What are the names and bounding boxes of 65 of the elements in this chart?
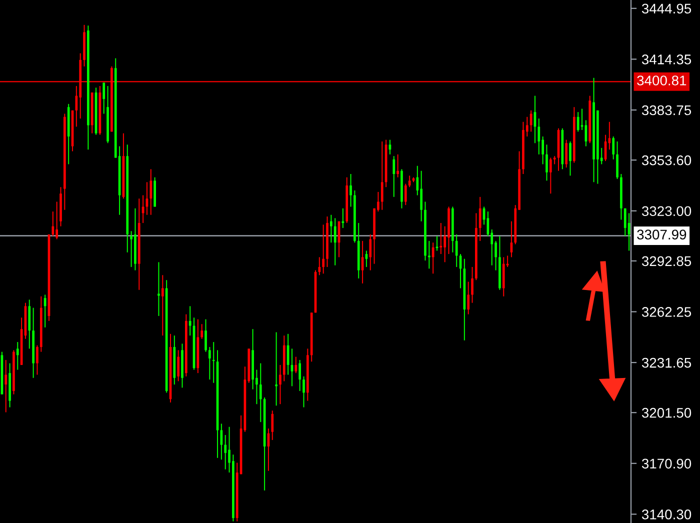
ref-line-label: 3400.81 <box>637 76 686 86</box>
candlestick <box>177 350 180 382</box>
candlestick <box>224 434 227 470</box>
candlestick <box>318 256 321 276</box>
y-tick-label: 3292.85 <box>642 256 692 266</box>
candlestick <box>471 266 474 304</box>
candlestick <box>428 240 430 270</box>
y-tick-label: 3444.95 <box>642 4 692 14</box>
candlestick <box>330 214 332 244</box>
candlestick <box>271 410 274 440</box>
candlestick <box>4 359 8 413</box>
candlestick <box>369 234 372 271</box>
candlestick <box>616 140 618 180</box>
y-tick-label: 3231.65 <box>642 358 692 368</box>
candlestick <box>392 156 396 198</box>
candlestick <box>102 82 106 114</box>
y-tick-label: 3170.90 <box>642 458 692 469</box>
candlestick <box>569 140 572 176</box>
candlestick <box>298 359 301 392</box>
candlestick <box>36 344 38 376</box>
candlestick <box>440 222 442 255</box>
candlestick <box>212 342 215 384</box>
candlestick <box>549 157 552 194</box>
candlestick <box>380 140 384 210</box>
y-tick-label: 3140.30 <box>642 510 692 520</box>
candlestick <box>396 154 399 178</box>
candlestick <box>52 211 54 237</box>
y-tick-label: 3414.35 <box>642 54 692 64</box>
candlestick <box>565 139 568 168</box>
candlestick <box>188 306 192 336</box>
y-tick-label: 3383.75 <box>642 105 692 116</box>
candlestick <box>322 224 325 274</box>
candlestick <box>200 324 204 340</box>
y-tick-label: 3353.60 <box>642 155 692 166</box>
candlestick <box>404 183 407 206</box>
candlestick <box>538 118 540 155</box>
candlestick <box>130 230 132 268</box>
candlestick <box>294 356 298 374</box>
candlestick <box>624 208 626 237</box>
candlestick <box>150 168 152 216</box>
candlestick <box>16 342 19 370</box>
y-tick-label: 3201.50 <box>642 408 692 418</box>
candlestick <box>612 136 615 160</box>
candlestick <box>478 196 482 242</box>
candlestick <box>56 201 58 240</box>
candlestick <box>158 262 160 316</box>
candlestick <box>334 218 336 266</box>
candlestick <box>432 242 434 274</box>
candlestick <box>467 281 470 315</box>
candlestick <box>546 144 548 182</box>
candlestick <box>279 364 282 405</box>
candlestick <box>436 236 438 252</box>
candlestick <box>350 174 352 208</box>
candlestick <box>455 234 458 268</box>
candlestick <box>204 318 207 352</box>
candlestick <box>259 362 262 423</box>
ref-line-label: 3307.99 <box>637 230 686 240</box>
candlestick <box>420 170 422 222</box>
y-tick-label: 3323.00 <box>642 206 692 216</box>
candlestick <box>576 112 580 132</box>
candlestick <box>208 346 211 380</box>
y-tick-label: 3262.25 <box>642 307 692 317</box>
candlestick <box>275 332 278 406</box>
candlestick <box>302 376 305 408</box>
candlestick <box>161 274 164 336</box>
